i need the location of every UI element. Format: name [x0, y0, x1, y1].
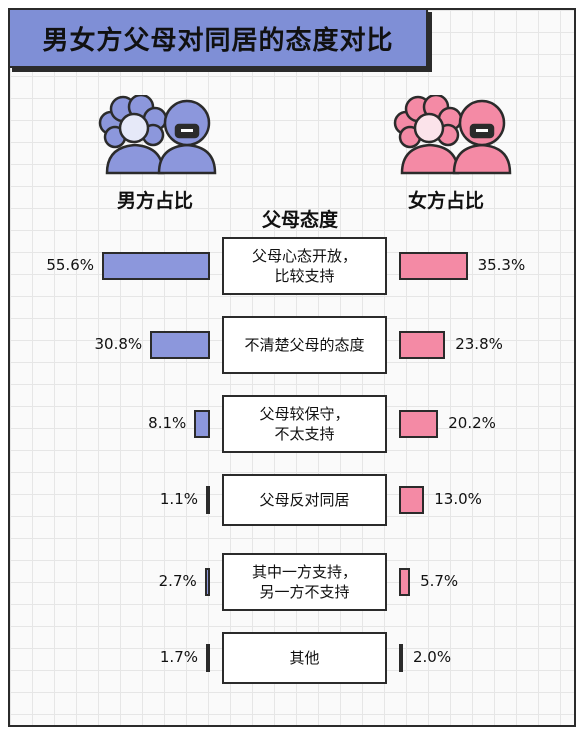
female-value-label: 5.7% — [420, 572, 459, 590]
female-header: 女方占比 — [408, 190, 485, 212]
female-bar — [399, 644, 403, 672]
category-label: 不清楚父母的态度 — [222, 316, 387, 374]
female-value-label: 20.2% — [448, 414, 496, 432]
male-bar — [150, 331, 210, 359]
male-value-label: 1.7% — [159, 648, 198, 666]
category-label: 其他 — [222, 632, 387, 684]
male-header: 男方占比 — [117, 190, 194, 212]
male-bar — [194, 410, 210, 438]
female-value-label: 35.3% — [477, 256, 526, 274]
female-value-label: 23.8% — [455, 335, 503, 353]
category-label: 父母反对同居 — [222, 474, 387, 526]
female-avatars-icon — [393, 95, 512, 175]
female-value-label: 13.0% — [434, 490, 482, 508]
male-bar — [204, 568, 210, 596]
category-label: 其中一方支持， 另一方不支持 — [222, 553, 387, 611]
female-bar — [399, 568, 411, 596]
male-bar — [102, 252, 210, 280]
female-bar — [399, 410, 439, 438]
male-value-label: 55.6% — [46, 256, 94, 274]
category-label: 父母心态开放， 比较支持 — [222, 237, 387, 295]
female-value-label: 2.0% — [413, 648, 452, 666]
male-bar — [206, 644, 210, 672]
female-bar — [399, 252, 468, 280]
category-label: 父母较保守， 不太支持 — [222, 395, 387, 453]
male-avatars-icon — [98, 95, 217, 175]
title-banner: 男女方父母对同居的态度对比 — [8, 8, 428, 68]
male-value-label: 2.7% — [158, 572, 197, 590]
male-value-label: 1.1% — [159, 490, 198, 508]
center-header: 父母态度 — [262, 209, 339, 231]
male-value-label: 30.8% — [94, 335, 143, 353]
female-bar — [399, 486, 425, 514]
chart-title: 男女方父母对同居的态度对比 — [42, 25, 394, 56]
male-value-label: 8.1% — [148, 414, 187, 432]
male-bar — [206, 486, 210, 514]
female-bar — [399, 331, 446, 359]
